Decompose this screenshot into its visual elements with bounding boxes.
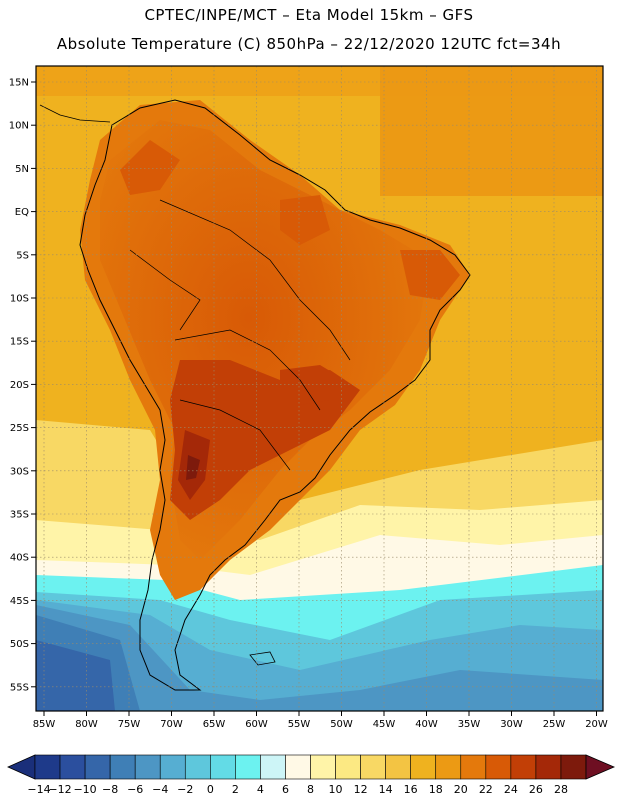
colorbar-swatch: [510, 754, 537, 780]
colorbar-swatch: [410, 754, 437, 780]
colorbar-labels: −14−12 −10 −8 −6 −4 −2 0 2 4 6 8 10 12 14 16 18 20 22 24 26…: [27, 783, 568, 796]
lon-label: 80W: [75, 719, 98, 730]
colorbar-label: 6: [282, 783, 289, 796]
lon-label: 60W: [245, 719, 268, 730]
lon-label: 50W: [330, 719, 353, 730]
colorbar-swatch: [34, 754, 61, 780]
colorbar-swatch: [159, 754, 186, 780]
colorbar-label: 24: [504, 783, 518, 796]
colorbar-label: −6: [127, 783, 143, 796]
lat-label: 55S: [10, 682, 29, 693]
colorbar: [7, 754, 616, 780]
lat-label: 35S: [10, 510, 29, 521]
coastline: [79, 99, 471, 691]
lat-label: 25S: [10, 423, 29, 434]
lon-label: 70W: [160, 719, 183, 730]
colorbar-label: −2: [177, 783, 193, 796]
map-frame: [35, 65, 604, 712]
lon-label: 20W: [585, 719, 608, 730]
colorbar-label: 22: [479, 783, 493, 796]
lat-label: EQ: [15, 207, 29, 218]
colorbar-swatch: [134, 754, 161, 780]
lon-label: 35W: [458, 719, 481, 730]
colorbar-swatch: [59, 754, 86, 780]
colorbar-swatch: [260, 754, 286, 780]
colorbar-swatch: [485, 754, 512, 780]
colorbar-swatch: [210, 754, 236, 780]
grid-lines: [36, 66, 603, 711]
colorbar-label: −10: [73, 783, 96, 796]
colorbar-swatch: [385, 754, 411, 780]
colorbar-label: 0: [207, 783, 214, 796]
lon-label: 45W: [373, 719, 396, 730]
lat-label: 40S: [10, 553, 29, 564]
lat-label: 5N: [15, 164, 29, 175]
colorbar-label: 14: [379, 783, 393, 796]
colorbar-label: 4: [257, 783, 264, 796]
colorbar-over-arrow: [585, 754, 616, 780]
colorbar-label: 28: [554, 783, 568, 796]
colorbar-swatch: [360, 754, 386, 780]
chart-title-line2: Absolute Temperature (C) 850hPa – 22/12/…: [56, 35, 562, 53]
lon-label: 75W: [118, 719, 141, 730]
lon-label: 40W: [415, 719, 438, 730]
lon-label: 55W: [288, 719, 311, 730]
lat-label: 45S: [10, 596, 29, 607]
colorbar-label: 18: [429, 783, 443, 796]
lat-label: 50S: [10, 639, 29, 650]
lat-label: 15N: [9, 78, 29, 89]
colorbar-label: −4: [152, 783, 168, 796]
lat-label: 5S: [16, 250, 29, 261]
lon-label: 85W: [33, 719, 56, 730]
colorbar-label: −14: [27, 783, 50, 796]
colorbar-swatch: [310, 754, 336, 780]
chart-title-line1: CPTEC/INPE/MCT – Eta Model 15km – GFS: [144, 6, 474, 24]
lon-label: 25W: [543, 719, 566, 730]
colorbar-label: 2: [232, 783, 239, 796]
colorbar-swatch: [84, 754, 111, 780]
lat-label: 30S: [10, 466, 29, 477]
colorbar-label: 8: [307, 783, 314, 796]
colorbar-label: 12: [354, 783, 368, 796]
colorbar-swatch: [435, 754, 462, 780]
colorbar-under-arrow: [7, 754, 36, 780]
colorbar-label: 16: [404, 783, 418, 796]
lon-label: 65W: [203, 719, 226, 730]
longitude-labels: 85W 80W 75W 70W 65W 60W 55W 50W 45W 40W 35W 30W 25W 2…: [33, 711, 608, 730]
lat-label: 15S: [10, 337, 29, 348]
lat-label: 20S: [10, 380, 29, 391]
colorbar-label: 20: [454, 783, 468, 796]
colorbar-swatch: [235, 754, 261, 780]
colorbar-swatch: [109, 754, 136, 780]
colorbar-swatch: [560, 754, 587, 780]
colorbar-swatch: [535, 754, 562, 780]
colorbar-label: −12: [48, 783, 71, 796]
temperature-field: [36, 66, 603, 711]
colorbar-label: 10: [329, 783, 343, 796]
colorbar-swatch: [335, 754, 361, 780]
colorbar-label: 26: [529, 783, 543, 796]
latitude-labels: 15N 10N 5N EQ 5S 10S 15S 20S 25S 30S 35S 40S 45S 50S 5…: [9, 78, 36, 693]
lon-label: 30W: [500, 719, 523, 730]
lat-label: 10N: [9, 121, 29, 132]
lat-label: 10S: [10, 294, 29, 305]
colorbar-swatch: [285, 754, 311, 780]
colorbar-label: −8: [102, 783, 118, 796]
colorbar-swatch: [460, 754, 487, 780]
colorbar-swatch: [184, 754, 211, 780]
